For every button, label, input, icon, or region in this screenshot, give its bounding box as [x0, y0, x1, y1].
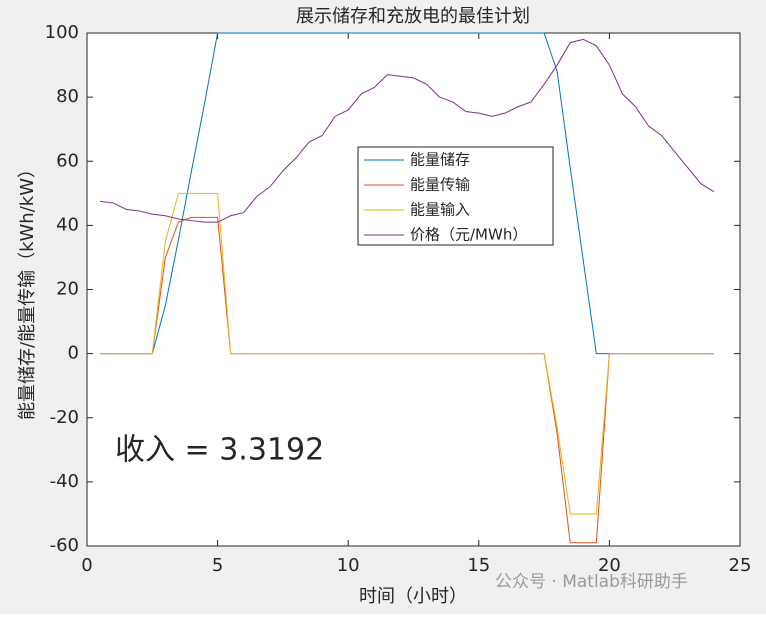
legend-label: 能量储存	[410, 151, 470, 169]
y-tick-label: 20	[56, 279, 79, 300]
x-tick-label: 0	[81, 555, 92, 576]
y-tick-label: -60	[50, 535, 79, 556]
legend-label: 能量传输	[410, 176, 470, 194]
x-tick-label: 10	[337, 555, 360, 576]
x-tick-label: 20	[598, 555, 621, 576]
chart-title: 展示储存和充放电的最佳计划	[296, 6, 530, 27]
watermark: 公众号 · Matlab科研助手	[495, 572, 688, 592]
y-tick-label: -20	[50, 407, 79, 428]
y-axis-label: 能量储存/能量传输（kWh/kW）	[17, 160, 38, 420]
annotation: 收入 = 3.3192	[115, 433, 324, 468]
y-tick-label: 40	[56, 214, 79, 235]
y-tick-label: 100	[45, 22, 79, 43]
series-line	[99, 38, 715, 223]
y-tick-label: 0	[68, 343, 79, 364]
legend	[357, 146, 554, 246]
y-tick-label: 80	[56, 86, 79, 107]
x-axis-label: 时间（小时）	[359, 586, 467, 607]
series-line	[100, 192, 714, 515]
plot-area	[86, 32, 741, 547]
x-tick-label: 15	[467, 555, 490, 576]
legend-label: 能量输入	[410, 201, 470, 219]
x-tick-label: 25	[729, 555, 752, 576]
y-tick-label: -40	[50, 471, 79, 492]
x-tick-label: 5	[212, 555, 223, 576]
legend-label: 价格（元/MWh）	[410, 226, 527, 244]
y-tick-label: 60	[56, 150, 79, 171]
